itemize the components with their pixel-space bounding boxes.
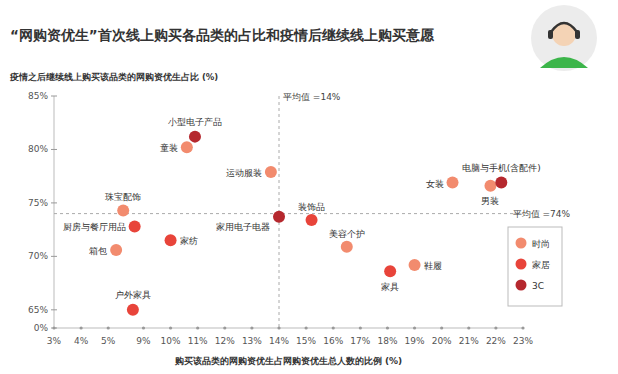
point [273,211,285,223]
x-axis [54,328,523,329]
x-tick [107,326,110,329]
legend-label: 3C [532,281,544,291]
x-axis-title: 购买该品类的网购资优生占网购资优生总人数的比例 (%) [174,356,402,366]
point [341,241,353,253]
point-label: 箱包 [89,246,107,256]
point-label: 装饰品 [298,202,325,212]
x-tick-label: 14% [269,336,289,346]
y-tick-label: 80% [28,144,48,154]
point [181,141,193,153]
point-label: 户外家具 [115,290,151,300]
point [384,265,396,277]
x-tick-label: 10% [161,336,181,346]
x-tick [223,326,226,329]
x-tick [467,326,470,329]
annotation: 平均值 =74% [513,209,571,219]
x-tick-label: 15% [296,336,316,346]
point [306,214,318,226]
point-label: 女装 [426,179,444,189]
y-tick-label: 70% [28,251,48,261]
x-tick-label: 9% [136,336,151,346]
point-label: 家纺 [180,236,198,246]
point-label: 珠宝配饰 [105,192,141,202]
point [409,259,421,271]
y-axis-title: 疫情之后继续线上购买该品类的网购资优生占比 (%) [9,72,218,82]
point-label: 小型电子产品 [168,117,222,127]
point-label: 厨房与餐厅用品 [63,222,126,232]
point-label: 电脑与手机(含配件) [462,163,541,173]
x-tick [250,326,253,329]
points [110,131,507,316]
y-tick [51,256,57,257]
x-tick-label: 16% [323,336,343,346]
point [265,166,277,178]
point [189,131,201,143]
avatar-icon [531,5,597,71]
point-labels: 童装运动服装珠宝配饰箱包 美容个护鞋履 女装男装厨房与餐厅用品家纺户外家具 装饰品家具… [63,117,541,300]
legend-box [508,227,562,306]
x-tick [305,326,308,329]
x-tick-label: 12% [215,336,235,346]
x-tick-label: 5% [101,336,116,346]
x-tick-label: 17% [350,336,370,346]
x-tick [142,326,145,329]
x-tick-label: 23% [513,336,533,346]
legend-label: 时尚 [532,239,550,249]
y-axis [54,96,55,328]
x-tick [440,326,443,329]
point-label: 鞋履 [424,261,442,271]
y-tick [51,149,57,150]
annotation: 平均值 =14% [283,92,341,102]
point-label: 男装 [481,196,499,206]
x-tick-label: 19% [405,336,425,346]
x-tick [80,326,83,329]
x-tick-label: 21% [459,336,479,346]
y-tick-label: 85% [28,91,48,101]
point-label: 童装 [160,143,178,153]
x-tick-label: 13% [242,336,262,346]
y-tick-label: 65% [28,305,48,315]
y-tick-label: 0% [34,323,49,333]
x-tick-label: 4% [74,336,89,346]
x-tick [359,326,362,329]
point [484,180,496,192]
x-tick [196,326,199,329]
x-tick [386,326,389,329]
point-label: 运动服装 [226,168,262,178]
legend-swatch [516,238,527,249]
x-tick [52,326,55,329]
chart: “网购资优生”首次线上购买各品类的占比和疫情后继续线上购买意愿疫情之后继续线上购… [0,0,618,374]
point [127,304,139,316]
y-tick [51,96,57,97]
point-label: 家用电子电器 [216,222,270,232]
x-tick-label: 3% [47,336,62,346]
x-tick [494,326,497,329]
point-label: 美容个护 [329,229,365,239]
point [110,244,122,256]
title: “网购资优生”首次线上购买各品类的占比和疫情后继续线上购买意愿 [10,27,435,43]
point [117,204,129,216]
y-tick [51,309,57,310]
legend-label: 家居 [532,260,550,270]
x-tick [413,326,416,329]
point [495,177,507,189]
legend-swatch [516,259,527,270]
x-tick [169,326,172,329]
x-tick-label: 18% [377,336,397,346]
y-tick-label: 75% [28,198,48,208]
x-tick-label: 22% [486,336,506,346]
point [165,234,177,246]
point-label: 家具 [381,282,399,292]
legend-swatch [516,280,527,291]
legend: 时尚家居 3C [508,227,562,306]
point [129,220,141,232]
y-tick [51,202,57,203]
x-tick [521,326,524,329]
point [447,177,459,189]
x-tick [332,326,335,329]
x-tick-label: 11% [188,336,208,346]
x-tick-label: 20% [432,336,452,346]
